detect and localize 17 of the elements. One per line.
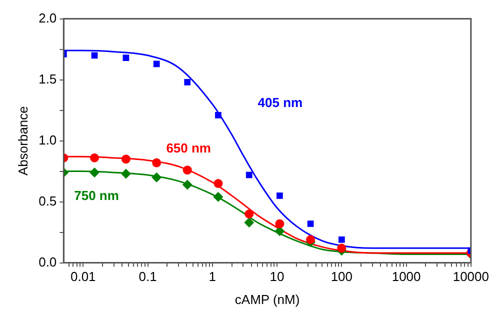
x-tick-label: 1 (208, 269, 216, 284)
y-tick-label: 1.5 (38, 71, 57, 86)
x-tick-label: 0.1 (138, 269, 157, 284)
x-tick-label: 1000 (392, 269, 421, 284)
y-axis-title: Absorbance (15, 106, 30, 176)
x-tick-label: 10000 (452, 269, 490, 284)
text: 405 nm (258, 94, 303, 110)
y-tick-label: 1.0 (38, 132, 57, 148)
x-tick-label: 100 (330, 269, 353, 284)
y-tick-label: 0.0 (38, 254, 57, 270)
y-tick-label: 0.5 (38, 193, 57, 208)
x-tick-label: 10 (270, 269, 284, 284)
x-axis-title: cAMP (nM) (234, 292, 300, 307)
series-label: 650 nm (166, 140, 212, 156)
y-tick-label: 2.0 (38, 10, 57, 26)
x-tick-label: 0.01 (70, 269, 96, 284)
series-label: 750 nm (74, 188, 119, 204)
